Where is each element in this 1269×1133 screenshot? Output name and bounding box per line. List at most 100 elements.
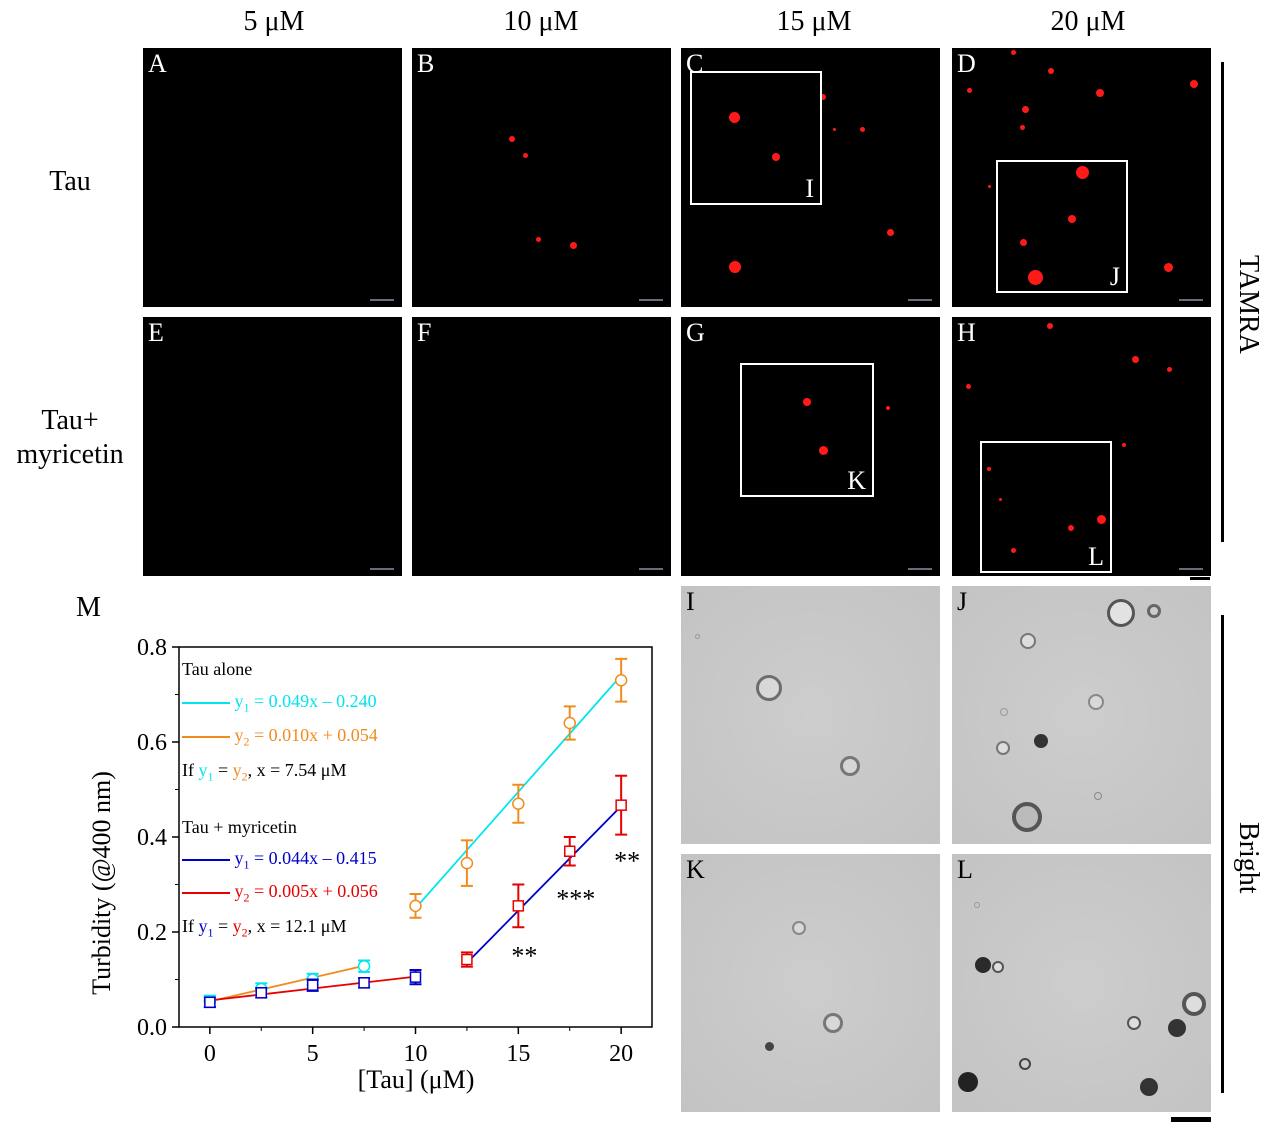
droplet	[695, 634, 700, 639]
y-tick-label: 0.4	[137, 825, 167, 851]
legend-text-orange: y2 = 0.010x + 0.054	[234, 725, 378, 749]
droplet	[887, 229, 894, 236]
droplet	[840, 756, 860, 776]
panel-label-c: C	[686, 49, 704, 78]
panel-label-j: J	[957, 587, 968, 616]
legend-line-red	[182, 891, 230, 894]
zoom-box-label-k: K	[847, 466, 866, 495]
droplet	[833, 128, 836, 131]
droplet	[756, 675, 782, 701]
panel-g: G K	[681, 317, 940, 576]
y-tick-label: 0.2	[137, 920, 167, 946]
tamra-bracket	[1221, 62, 1224, 542]
bright-label: Bright	[1233, 822, 1264, 894]
droplet	[1000, 708, 1008, 716]
x-axis-label: [Tau] (μM)	[358, 1065, 475, 1094]
droplet	[1167, 367, 1172, 372]
droplet	[570, 242, 577, 249]
column-header-20um: 20 μM	[1050, 6, 1126, 37]
droplet	[1048, 68, 1054, 74]
droplet	[974, 902, 980, 908]
droplet	[1034, 734, 1048, 748]
zoom-box-label-l: L	[1088, 542, 1104, 571]
panel-h: H L	[952, 317, 1211, 576]
tamra-label: TAMRA	[1233, 255, 1264, 354]
data-point-tau-myricetin	[409, 971, 422, 983]
droplet	[1140, 1078, 1158, 1096]
panel-k: K	[681, 854, 940, 1112]
droplet	[1132, 356, 1139, 363]
droplet	[772, 153, 780, 161]
data-point-tau-alone	[357, 959, 371, 973]
panel-b: B	[412, 48, 671, 307]
panel-label-b: B	[417, 49, 435, 78]
droplet	[523, 153, 528, 158]
droplet	[988, 185, 991, 188]
droplet	[1068, 215, 1076, 223]
legend-line-cyan	[182, 701, 230, 704]
droplet	[1020, 239, 1027, 246]
data-point-tau-myricetin	[512, 900, 525, 912]
legend-text-cyan: y1 = 0.049x – 0.240	[234, 691, 377, 715]
x-tick-label: 5	[307, 1041, 319, 1067]
legend-entry-orange: y2 = 0.010x + 0.054	[182, 726, 378, 751]
legend-line-orange	[182, 735, 230, 738]
droplet	[958, 1072, 978, 1092]
droplet	[792, 921, 806, 935]
y-tick-label: 0.0	[137, 1015, 167, 1041]
scale-bar	[370, 299, 394, 301]
droplet	[966, 384, 971, 389]
data-point-tau-alone	[563, 716, 576, 730]
droplet	[823, 1013, 843, 1033]
droplet	[1097, 515, 1106, 524]
droplet	[1011, 50, 1016, 55]
data-point-tau-myricetin	[255, 987, 268, 999]
panel-label-l: L	[957, 855, 973, 884]
droplet	[1168, 1019, 1186, 1037]
droplet	[1019, 1058, 1031, 1070]
legend-group2-title: Tau + myricetin	[182, 817, 297, 837]
droplet	[536, 237, 541, 242]
legend-text-blue: y1 = 0.044x – 0.415	[234, 848, 377, 872]
data-point-tau-alone	[460, 856, 474, 870]
panel-f: F	[412, 317, 671, 576]
scale-bar	[1179, 299, 1203, 301]
x-tick-label: 10	[404, 1041, 428, 1067]
zoom-box-l: L	[980, 441, 1112, 573]
data-point-tau-alone	[512, 797, 525, 810]
column-header-5um: 5 μM	[243, 6, 305, 37]
droplet	[1011, 548, 1016, 553]
panel-label-m: M	[76, 592, 101, 623]
brightfield-scale-bar	[1171, 1117, 1211, 1122]
droplet	[1068, 525, 1074, 531]
scale-bar	[908, 568, 932, 570]
fit-line-orange	[209, 964, 365, 1003]
droplet	[729, 112, 740, 123]
significance-mark: **	[511, 941, 537, 970]
bright-bracket	[1221, 615, 1224, 1093]
legend-entry-blue: y1 = 0.044x – 0.415	[182, 849, 377, 874]
significance-mark: **	[614, 846, 640, 875]
panel-label-g: G	[686, 318, 705, 347]
turbidity-chart: 0 5 10 15 200.00.20.40.60.8 ******* [Tau] (μ…	[87, 635, 653, 1094]
droplet	[1164, 263, 1173, 272]
legend-entry-cyan: y1 = 0.049x – 0.240	[182, 692, 377, 717]
droplet	[1147, 604, 1161, 618]
data-point-tau-myricetin	[204, 996, 216, 1009]
data-point-tau-alone	[614, 674, 628, 687]
droplet	[819, 446, 828, 455]
droplet	[1182, 992, 1206, 1016]
panel-d: D J	[952, 48, 1211, 307]
droplet	[1022, 106, 1029, 113]
scale-bar	[908, 299, 932, 301]
droplet	[1122, 443, 1126, 447]
column-header-10um: 10 μM	[503, 6, 579, 37]
y-axis-label: Turbidity (@400 nm)	[87, 771, 116, 995]
column-header-15um: 15 μM	[776, 6, 852, 37]
data-point-tau-myricetin	[563, 845, 576, 857]
y-tick-label: 0.8	[137, 635, 167, 661]
droplet	[1012, 802, 1042, 832]
droplet	[860, 127, 865, 132]
droplet	[1020, 125, 1025, 130]
row-header-tau-myricetin: Tau+ myricetin	[16, 405, 124, 470]
